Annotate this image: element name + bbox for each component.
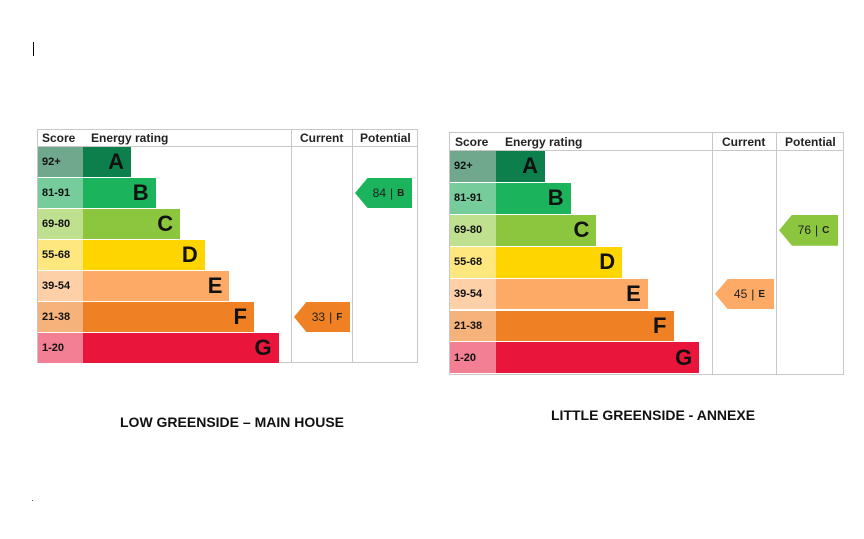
potential-rating-letter: C (822, 224, 830, 236)
band-score-range: 39-54 (450, 278, 496, 310)
header-potential: Potential (360, 131, 411, 145)
band-row-a: 92+ A (450, 151, 843, 182)
potential-rating-separator: | (390, 186, 394, 200)
band-score-range: 39-54 (38, 271, 83, 301)
band-score-range: 69-80 (450, 214, 496, 246)
potential-rating-flag: 84 | B (355, 178, 412, 208)
band-score-range: 55-68 (38, 240, 83, 270)
header-potential: Potential (785, 135, 836, 149)
header-score: Score (42, 131, 76, 145)
caption-annexe: LITTLE GREENSIDE - ANNEXE (551, 407, 756, 423)
band-score-range: 81-91 (38, 178, 83, 208)
band-bar: F (496, 310, 674, 342)
band-score-range: 92+ (450, 151, 496, 182)
band-row-f: 21-38 F (38, 302, 417, 332)
header-current: Current (722, 135, 766, 149)
band-score-range: 1-20 (450, 342, 496, 374)
band-row-g: 1-20 G (38, 333, 417, 363)
band-bar: E (83, 271, 230, 301)
header-score: Score (455, 135, 489, 149)
current-rating-flag: 33 | F (294, 302, 350, 332)
band-row-d: 55-68 D (450, 246, 843, 278)
band-bar: C (83, 209, 181, 239)
band-score-range: 92+ (38, 147, 83, 177)
epc-chart-main-house: Score Energy rating Current Potential 92… (37, 129, 418, 363)
band-row-e: 39-54 E (38, 271, 417, 301)
header-energy-rating: Energy rating (505, 135, 583, 149)
band-bar: B (83, 178, 156, 208)
header-energy-rating: Energy rating (91, 131, 169, 145)
band-row-c: 69-80 C (450, 214, 843, 246)
band-bar: C (496, 214, 597, 246)
band-score-range: 21-38 (38, 302, 83, 332)
current-rating-letter: F (336, 311, 343, 323)
band-score-range: 21-38 (450, 310, 496, 342)
band-row-a: 92+ A (38, 147, 417, 177)
band-row-c: 69-80 C (38, 209, 417, 239)
band-bar: A (83, 147, 131, 177)
band-score-range: 81-91 (450, 182, 496, 214)
band-bar: F (83, 302, 254, 332)
band-row-e: 39-54 E (450, 278, 843, 310)
band-score-range: 69-80 (38, 209, 83, 239)
epc-chart-annexe: Score Energy rating Current Potential 92… (449, 132, 844, 375)
potential-rating-value: 84 (372, 186, 386, 200)
band-row-b: 81-91 B (450, 182, 843, 214)
caption-main-house: LOW GREENSIDE – MAIN HOUSE (120, 414, 345, 430)
current-rating-value: 33 (311, 310, 326, 324)
current-rating-value: 45 (733, 287, 748, 302)
header-current: Current (300, 131, 344, 145)
band-bar: G (496, 342, 700, 374)
band-bar: D (496, 246, 623, 278)
band-bar: E (496, 278, 648, 310)
band-bar: B (496, 182, 571, 214)
potential-rating-flag: 76 | C (779, 214, 838, 246)
band-row-b: 81-91 B (38, 178, 417, 208)
current-rating-letter: E (758, 288, 766, 300)
current-rating-flag: 45 | E (715, 278, 774, 310)
band-score-range: 55-68 (450, 246, 496, 278)
band-bar: D (83, 240, 205, 270)
text-cursor (33, 42, 34, 56)
current-rating-separator: | (751, 287, 755, 302)
band-bar: G (83, 333, 279, 363)
current-rating-separator: | (329, 310, 333, 324)
potential-rating-value: 76 (797, 223, 811, 238)
band-bar: A (496, 151, 545, 182)
potential-rating-letter: B (397, 187, 405, 199)
potential-rating-separator: | (815, 223, 819, 238)
band-row-g: 1-20 G (450, 342, 843, 374)
band-row-d: 55-68 D (38, 240, 417, 270)
stray-mark (32, 500, 33, 501)
band-row-f: 21-38 F (450, 310, 843, 342)
band-score-range: 1-20 (38, 333, 83, 363)
